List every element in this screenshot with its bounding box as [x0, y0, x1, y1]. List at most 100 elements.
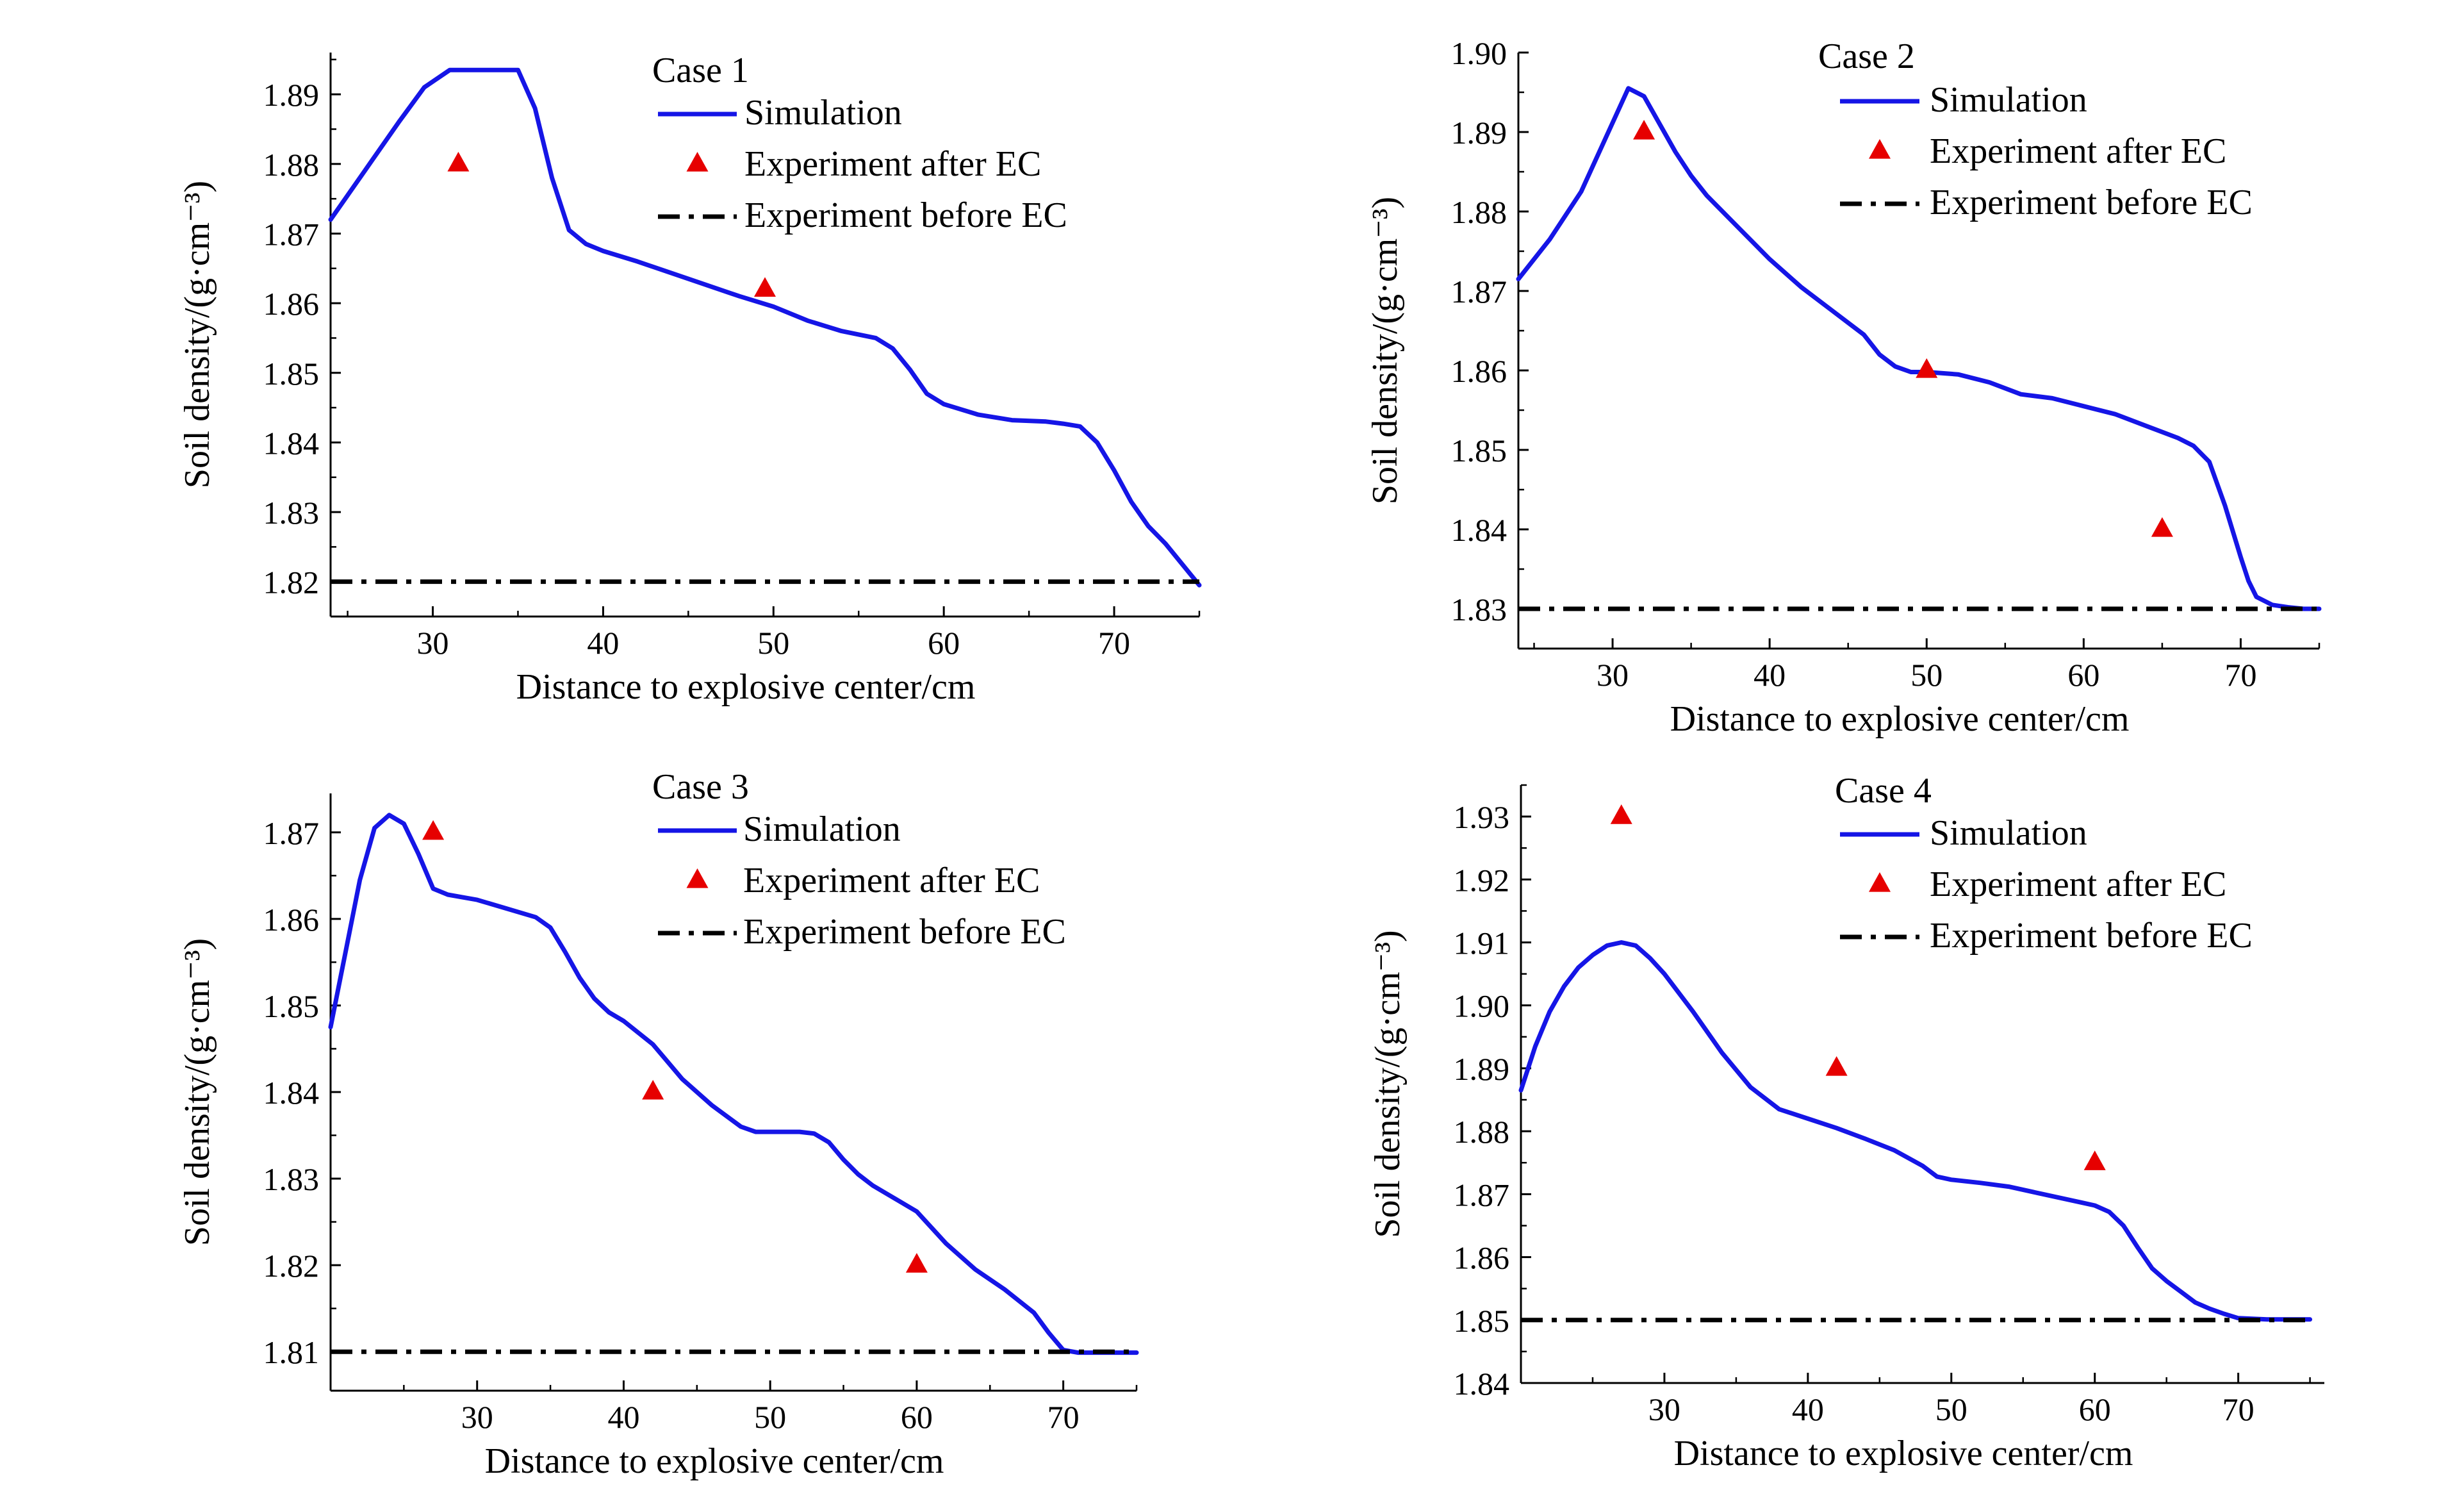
series-line-simulation — [328, 67, 1202, 588]
y-tick-label: 1.85 — [263, 356, 320, 392]
y-tick-label: 1.83 — [263, 495, 320, 531]
experiment-after-point — [447, 151, 470, 172]
y-axis-label: Soil density/(g·cm⁻³) — [177, 938, 217, 1246]
x-tick-label: 60 — [2079, 1391, 2111, 1427]
y-tick-label: 1.82 — [263, 565, 320, 600]
experiment-after-point — [422, 820, 445, 840]
y-tick-label: 1.91 — [1454, 925, 1510, 961]
legend-swatch-experiment-after — [686, 152, 709, 172]
chart-panel-3: 30 40 50 60 70 1.81 1.82 1.83 1.84 1.85 1.86 1.87 Di… — [177, 767, 1139, 1481]
experiment-after-point — [754, 277, 776, 297]
case-title: Case 1 — [652, 51, 749, 90]
y-tick-label: 1.92 — [1454, 862, 1510, 898]
legend-swatch-experiment-after — [1869, 872, 1891, 892]
x-tick-label: 40 — [1754, 657, 1786, 693]
y-tick-label: 1.88 — [1454, 1114, 1510, 1150]
x-tick-label: 30 — [1648, 1391, 1680, 1427]
x-tick-label: 70 — [2222, 1391, 2255, 1427]
chart-panel-1: 30 40 50 60 70 1.82 1.83 1.84 1.85 1.86 1.87 1.88 1.… — [177, 51, 1202, 707]
y-tick-label: 1.86 — [263, 286, 320, 322]
x-tick-label: 30 — [417, 625, 449, 661]
x-tick-label: 50 — [1935, 1391, 1967, 1427]
y-tick-label: 1.85 — [1454, 1303, 1510, 1339]
experiment-after-point — [2083, 1150, 2106, 1170]
case-title: Case 4 — [1835, 771, 1932, 811]
y-tick-label: 1.89 — [1451, 115, 1507, 151]
y-axis-label: Soil density/(g·cm⁻³) — [1368, 930, 1408, 1238]
y-axis-label: Soil density/(g·cm⁻³) — [177, 181, 217, 488]
legend: Case 2 Simulation Experiment after EC Exper… — [1818, 37, 2253, 222]
legend-entry-label: Simulation — [1930, 813, 2087, 853]
experiment-after-point — [1610, 804, 1632, 824]
y-tick-label: 1.82 — [263, 1248, 320, 1284]
legend-entry-label: Experiment after EC — [1930, 865, 2226, 904]
y-tick-label: 1.81 — [263, 1334, 320, 1370]
y-tick-label: 1.83 — [263, 1161, 320, 1197]
x-axis-label: Distance to explosive center/cm — [1674, 1434, 2133, 1473]
y-tick-label: 1.84 — [1454, 1366, 1510, 1402]
legend-entry-label: Experiment before EC — [743, 912, 1066, 952]
experiment-after-point — [1825, 1056, 1848, 1076]
y-tick-label: 1.85 — [1451, 433, 1507, 468]
y-tick-label: 1.84 — [263, 1075, 320, 1111]
x-axis-label: Distance to explosive center/cm — [1670, 699, 2130, 739]
legend-swatch-experiment-after — [686, 868, 709, 888]
x-tick-label: 40 — [1792, 1391, 1824, 1427]
y-tick-label: 1.87 — [263, 216, 320, 252]
y-tick-label: 1.87 — [1451, 274, 1507, 310]
x-tick-label: 40 — [607, 1399, 639, 1435]
y-tick-label: 1.84 — [263, 425, 320, 461]
x-axis-label: Distance to explosive center/cm — [516, 667, 976, 707]
y-tick-label: 1.84 — [1451, 512, 1507, 548]
legend-entry-label: Experiment after EC — [1930, 131, 2226, 171]
legend-swatch-experiment-after — [1869, 139, 1891, 159]
y-tick-label: 1.86 — [1454, 1240, 1510, 1276]
legend-entry-label: Experiment before EC — [1930, 183, 2253, 222]
y-tick-label: 1.87 — [1454, 1177, 1510, 1213]
series-line-simulation — [328, 813, 1139, 1355]
x-tick-label: 50 — [757, 625, 789, 661]
y-tick-label: 1.87 — [263, 815, 320, 851]
y-tick-label: 1.86 — [263, 902, 320, 938]
chart-panel-4: 30 40 50 60 70 1.84 1.85 1.86 1.87 1.88 1.89 1.90 1.… — [1368, 771, 2324, 1473]
y-tick-label: 1.90 — [1451, 35, 1507, 71]
legend-entry-label: Experiment before EC — [744, 195, 1067, 235]
case-title: Case 2 — [1818, 37, 1915, 76]
legend-entry-label: Experiment before EC — [1930, 916, 2253, 956]
series-line-simulation — [1518, 940, 2313, 1322]
y-tick-label: 1.90 — [1454, 988, 1510, 1024]
x-tick-label: 60 — [901, 1399, 933, 1435]
legend-entry-label: Simulation — [744, 93, 902, 133]
y-tick-label: 1.85 — [263, 988, 320, 1024]
x-tick-label: 70 — [2224, 657, 2256, 693]
y-axis-label: Soil density/(g·cm⁻³) — [1365, 197, 1405, 504]
legend-entry-label: Experiment after EC — [744, 144, 1041, 184]
legend-entry-label: Simulation — [743, 809, 901, 849]
x-tick-label: 60 — [2067, 657, 2099, 693]
y-tick-label: 1.93 — [1454, 799, 1510, 835]
y-tick-label: 1.89 — [1454, 1051, 1510, 1087]
legend-entry-label: Simulation — [1930, 80, 2087, 120]
y-tick-label: 1.88 — [263, 147, 320, 183]
legend-entry-label: Experiment after EC — [743, 861, 1040, 900]
x-tick-label: 40 — [587, 625, 619, 661]
experiment-after-point — [2151, 517, 2173, 537]
y-tick-label: 1.89 — [263, 77, 320, 113]
case-title: Case 3 — [652, 767, 749, 807]
experiment-after-point — [642, 1080, 664, 1100]
experiment-after-point — [905, 1253, 928, 1273]
experiment-after-point — [1633, 120, 1655, 140]
x-tick-label: 70 — [1047, 1399, 1080, 1435]
x-tick-label: 30 — [1597, 657, 1629, 693]
x-tick-label: 50 — [1910, 657, 1942, 693]
x-tick-label: 50 — [754, 1399, 786, 1435]
x-tick-label: 30 — [461, 1399, 493, 1435]
experiment-after-point — [1916, 358, 1938, 378]
x-axis-label: Distance to explosive center/cm — [485, 1441, 944, 1481]
y-tick-label: 1.86 — [1451, 353, 1507, 389]
y-tick-label: 1.88 — [1451, 194, 1507, 230]
